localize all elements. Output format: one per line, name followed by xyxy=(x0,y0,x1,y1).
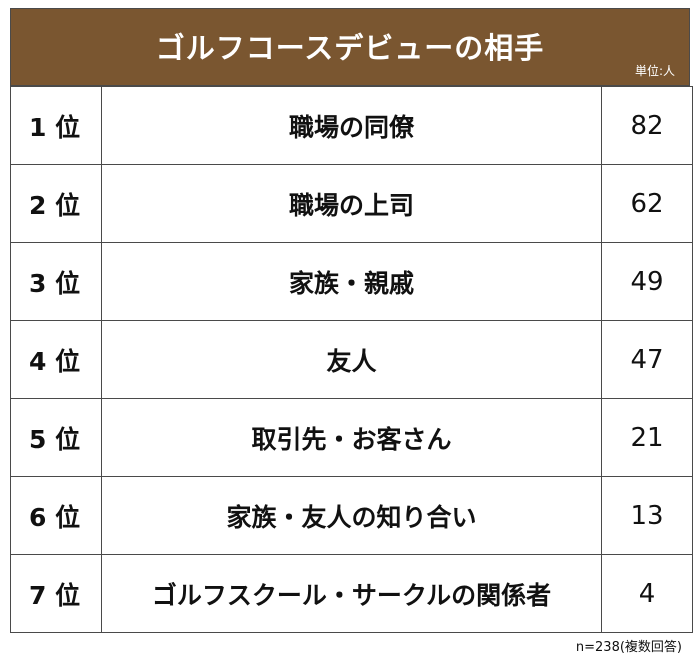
rank-cell: 2 位 xyxy=(10,164,102,243)
rank-cell: 6 位 xyxy=(10,476,102,555)
value-cell: 21 xyxy=(601,398,693,477)
chart-title: ゴルフコースデビューの相手 xyxy=(155,31,545,65)
table-row: 2 位職場の上司 62 xyxy=(10,164,693,243)
table-row: 7 位ゴルフスクール・サークルの関係者 4 xyxy=(10,554,693,633)
rank-cell: 1 位 xyxy=(10,86,102,165)
table-row: 6 位家族・友人の知り合い 13 xyxy=(10,476,693,555)
ranking-table-body: 1 位職場の同僚 82 2 位職場の上司 62 3 位家族・親戚 49 4 位友人 47 5 位… xyxy=(10,86,693,633)
rank-cell: 3 位 xyxy=(10,242,102,321)
rank-cell: 7 位 xyxy=(10,554,102,633)
category-label: ゴルフスクール・サークルの関係者 xyxy=(101,554,602,633)
ranking-chart: ゴルフコースデビューの相手 単位:人 1 位職場の同僚 82 2 位職場の上司 62 3… xyxy=(10,8,693,633)
value-cell: 47 xyxy=(601,320,693,399)
category-label: 家族・親戚 xyxy=(101,242,602,321)
sample-size-footnote: n=238(複数回答) xyxy=(575,640,682,655)
category-label: 職場の上司 xyxy=(101,164,602,243)
table-row: 5 位取引先・お客さん 21 xyxy=(10,398,693,477)
value-cell: 82 xyxy=(601,86,693,165)
table-row: 4 位友人 47 xyxy=(10,320,693,399)
value-cell: 49 xyxy=(601,242,693,321)
category-label: 家族・友人の知り合い xyxy=(101,476,602,555)
table-row: 1 位職場の同僚 82 xyxy=(10,86,693,165)
category-label: 友人 xyxy=(101,320,602,399)
unit-label: 単位:人 xyxy=(634,64,675,78)
ranking-table: 1 位職場の同僚 82 2 位職場の上司 62 3 位家族・親戚 49 4 位友人 47 5 位… xyxy=(10,86,693,633)
table-row: 3 位家族・親戚 49 xyxy=(10,242,693,321)
category-label: 職場の同僚 xyxy=(101,86,602,165)
category-label: 取引先・お客さん xyxy=(101,398,602,477)
value-cell: 62 xyxy=(601,164,693,243)
value-cell: 4 xyxy=(601,554,693,633)
rank-cell: 4 位 xyxy=(10,320,102,399)
chart-header: ゴルフコースデビューの相手 単位:人 xyxy=(10,8,690,86)
rank-cell: 5 位 xyxy=(10,398,102,477)
value-cell: 13 xyxy=(601,476,693,555)
